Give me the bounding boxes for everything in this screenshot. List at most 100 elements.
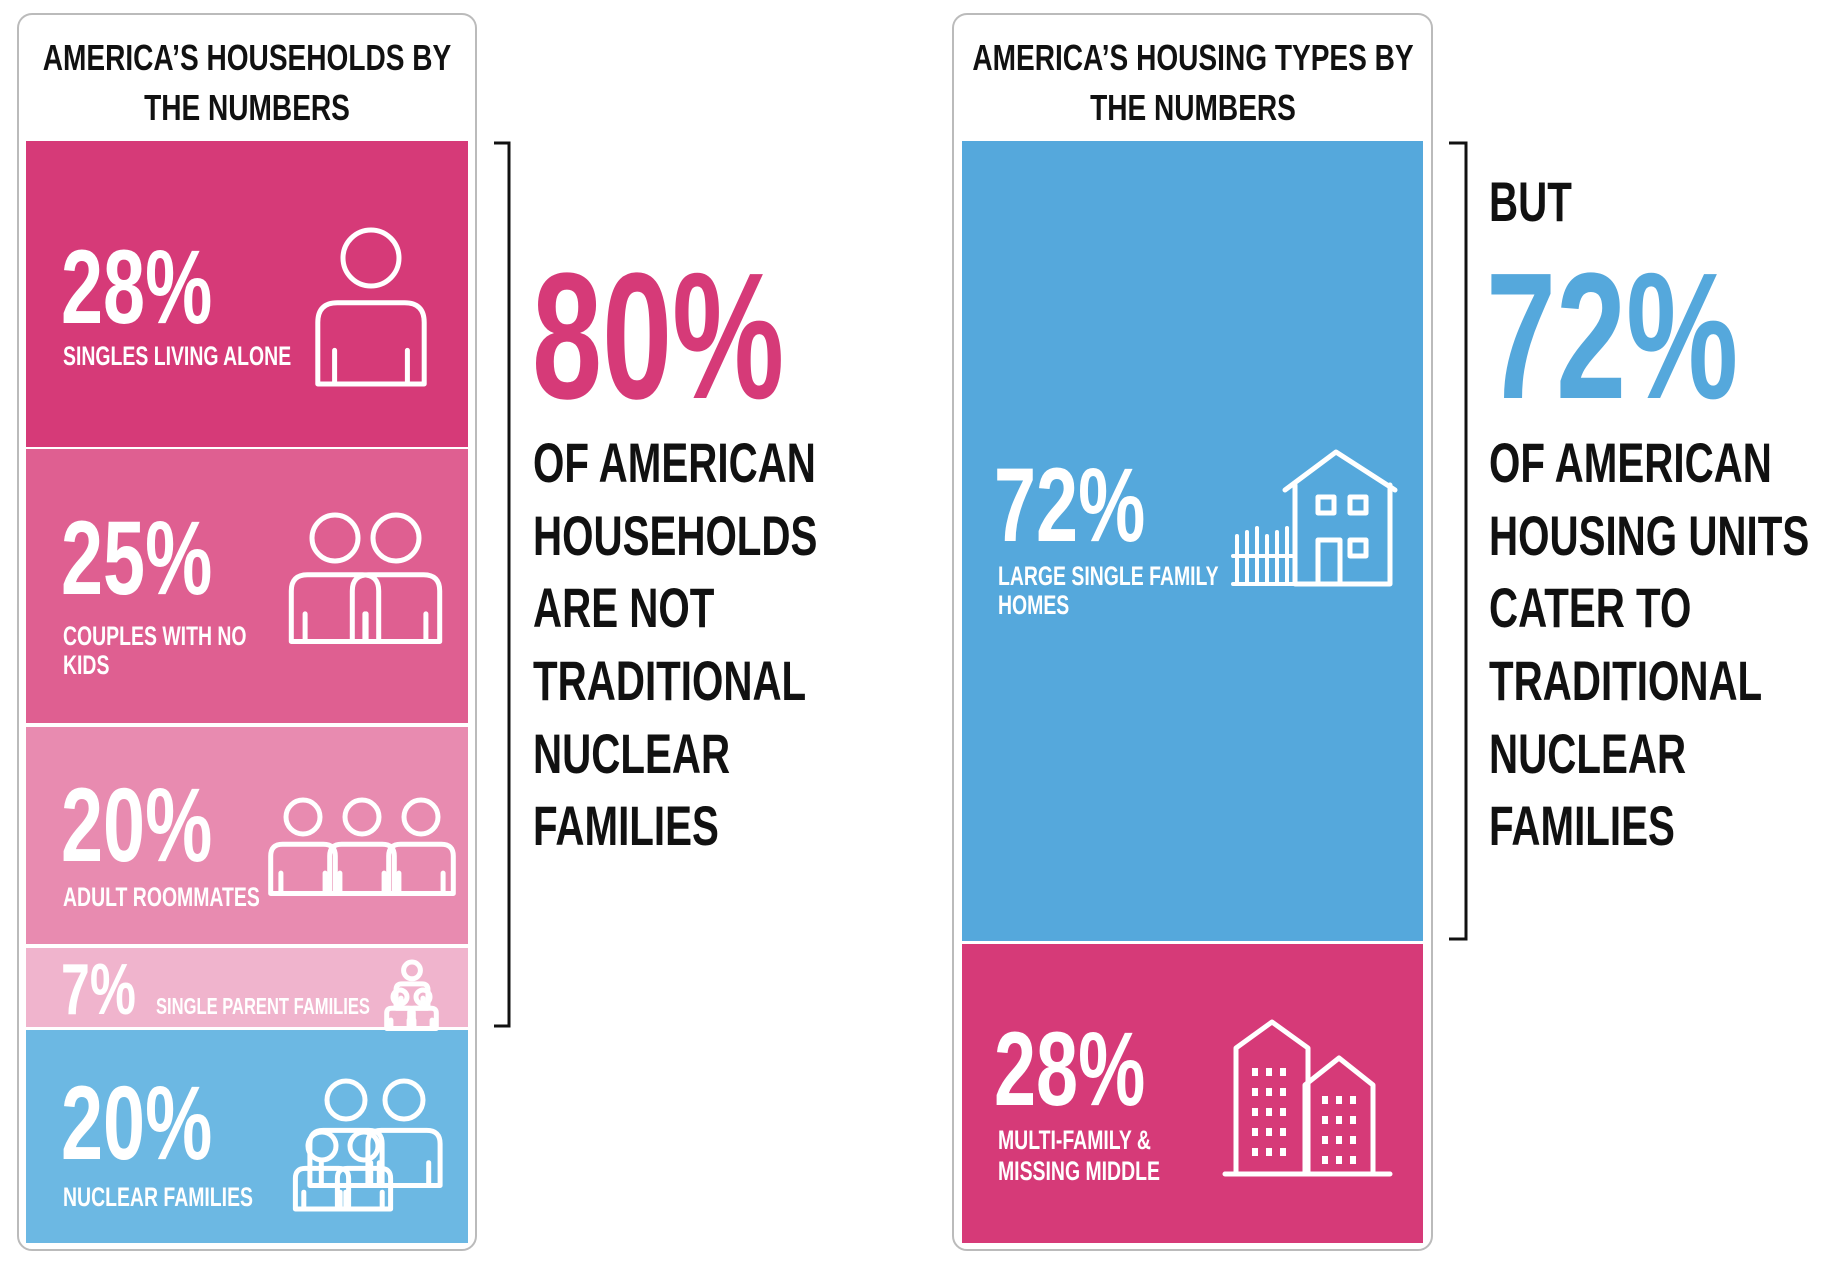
callout-text: OF AMERICAN [533,433,816,495]
window [1252,1088,1258,1096]
icon-part [401,797,441,837]
window [1252,1148,1258,1156]
icon-part [327,841,397,896]
segment [962,141,1423,941]
window [1252,1068,1258,1076]
icon-part [413,987,433,1007]
icon-part [324,1078,368,1122]
segment [26,1030,468,1243]
panel-title: AMERICA’S HOUSEHOLDS BY [43,38,452,78]
callout-text: NUCLEAR [533,724,730,786]
window [1322,1116,1328,1124]
bracket [1449,141,1468,941]
window [1266,1148,1272,1156]
icon-part [1315,494,1337,516]
segment-label: SINGLE PARENT FAMILIES [156,994,370,1019]
window [1252,1128,1258,1136]
window [1252,1108,1258,1116]
segment-value: 25% [61,500,212,617]
panel-title: THE NUMBERS [144,88,350,128]
callout-text: CATER TO [1489,578,1691,640]
window [1266,1108,1272,1116]
person-icon [386,797,456,896]
segment-value: 20% [61,1065,212,1182]
person-icon [288,512,382,644]
icon-part [1231,554,1297,586]
person-icon [365,1078,443,1188]
icon-part [1282,449,1398,587]
window [1280,1088,1286,1096]
icon-part [283,797,323,837]
window [1280,1148,1286,1156]
icon-part [315,300,427,387]
window [1350,1136,1356,1144]
callout-text: OF AMERICAN [1489,433,1772,495]
panel-title: THE NUMBERS [1090,88,1296,128]
callout-value: 80% [532,235,784,437]
icon-part [407,1005,439,1031]
person-icon [307,1078,385,1188]
segment-label: ADULT ROOMMATES [63,882,260,912]
callout-value: 72% [1486,235,1738,437]
segment-label: SINGLES LIVING ALONE [63,341,291,371]
segment-label: MULTI-FAMILY & [998,1125,1151,1155]
icon-part [1347,537,1369,559]
window [1336,1156,1342,1164]
icon-part [390,987,410,1007]
icon-part [334,1165,394,1212]
icon-part [401,959,423,982]
segment [26,727,468,944]
window [1266,1128,1272,1136]
person-icon [349,512,443,644]
window [1322,1096,1328,1104]
icon-part [268,841,338,896]
callout-text: HOUSING UNITS [1489,506,1809,568]
buildings-icon [1222,1019,1393,1177]
window [1280,1068,1286,1076]
callout-text: HOUSEHOLDS [533,506,817,568]
icon-part [384,1005,416,1031]
window [1336,1096,1342,1104]
window [1280,1128,1286,1136]
segment-label: MISSING MIDDLE [998,1156,1160,1186]
person-icon [268,797,338,896]
icon-part [305,1129,339,1163]
segment-label: LARGE SINGLE FAMILY [998,561,1219,591]
callout-text: FAMILIES [533,796,719,858]
window [1322,1136,1328,1144]
icon-part [386,841,456,896]
icon-part [347,1129,381,1163]
window [1350,1156,1356,1164]
person-icon [315,227,427,387]
segment-value: 28% [994,1011,1145,1128]
person-icon [384,987,416,1031]
window [1336,1116,1342,1124]
callout-text: NUCLEAR [1489,724,1686,786]
panel-title: AMERICA’S HOUSING TYPES BY [972,38,1413,78]
callout-text: TRADITIONAL [1489,651,1762,713]
person-icon [292,1129,352,1212]
icon-part [365,1127,443,1188]
segment-label: NUCLEAR FAMILIES [63,1182,253,1212]
person-icon [334,1129,394,1212]
window [1336,1136,1342,1144]
icon-part [349,572,443,644]
icon-part [292,1165,352,1212]
house-icon [1231,449,1398,587]
segment [26,449,468,723]
icon-part [309,512,361,564]
icon-part [342,797,382,837]
person-icon [407,987,439,1031]
person-icon [327,797,397,896]
window [1266,1088,1272,1096]
callout-text: TRADITIONAL [533,651,806,713]
icon-part [1222,1019,1393,1177]
window [1280,1108,1286,1116]
icon-part [288,572,382,644]
icon-part [370,512,422,564]
segment-label: COUPLES WITH NO [63,621,247,651]
callout-text: ARE NOT [533,578,715,640]
icon-part [307,1127,385,1188]
